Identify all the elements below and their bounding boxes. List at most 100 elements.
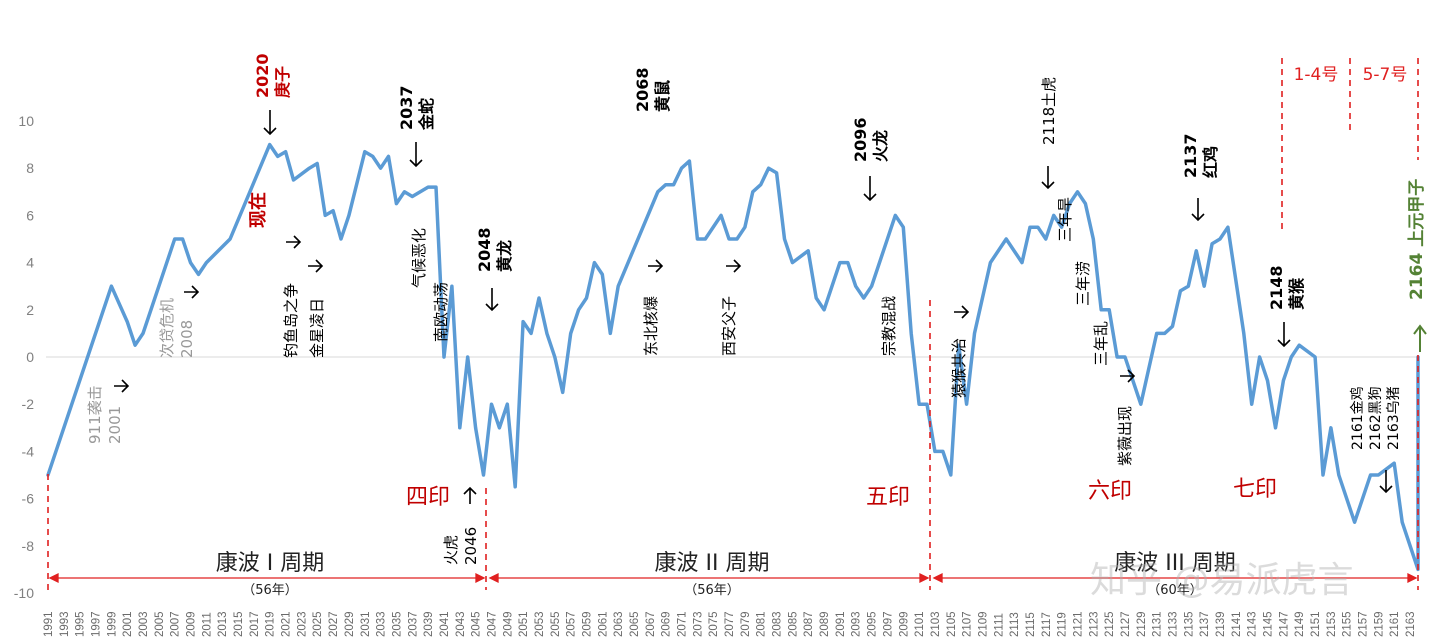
annotation-2148: 2148黄猴 — [1267, 265, 1306, 310]
x-tick-label: 2103 — [930, 611, 942, 637]
period-sub-2: （56年） — [684, 583, 740, 598]
x-tick-label: 2015 — [233, 611, 245, 637]
period-arrows — [48, 572, 1418, 584]
x-tick-label: 2001 — [122, 611, 134, 637]
x-tick-label: 2151 — [1310, 611, 1322, 637]
x-tick-label: 2143 — [1247, 611, 1259, 637]
x-tick-label: 2041 — [439, 611, 451, 637]
x-tick-label: 2027 — [328, 611, 340, 637]
seal-7: 七印 — [1233, 477, 1277, 502]
x-tick-label: 2127 — [1120, 611, 1132, 637]
x-tick-label: 2019 — [265, 611, 277, 637]
x-tick-label: 2097 — [882, 611, 894, 637]
period-label-2: 康波 II 周期 — [655, 551, 770, 576]
x-tick-label: 2043 — [455, 611, 467, 637]
x-tick-label: 1997 — [91, 611, 103, 637]
x-tick-label: 1991 — [43, 611, 55, 637]
annotation-climate: 气候恶化 — [410, 228, 428, 288]
x-tick-label: 2095 — [867, 611, 879, 637]
annotation-southeu: 南欧动荡 — [432, 282, 450, 342]
x-tick-label: 2153 — [1326, 611, 1338, 637]
x-tick-label: 2105 — [946, 611, 958, 637]
cycle-boundaries — [47, 58, 1419, 590]
x-tick-label: 2009 — [186, 611, 198, 637]
x-tick-label: 2107 — [962, 611, 974, 637]
x-tick-label: 2147 — [1278, 611, 1290, 637]
x-tick-label: 2133 — [1168, 611, 1180, 637]
annotation-subprime: 次贷危机 2008 — [158, 298, 196, 358]
x-axis: 1991 1993 1995 1997 1999 2001 2003 2005 2007 2009… — [43, 611, 1417, 637]
x-tick-label: 2023 — [296, 611, 308, 637]
period-sub-3: （60年） — [1147, 583, 1203, 598]
x-tick-label: 2031 — [360, 611, 372, 637]
x-tick-label: 2087 — [803, 611, 815, 637]
x-tick-label: 2163 — [1405, 611, 1417, 637]
x-tick-label: 2079 — [740, 611, 752, 637]
annotation-2118: 2118土虎 — [1040, 77, 1058, 145]
x-tick-label: 2075 — [708, 611, 720, 637]
seal-4: 四印 — [406, 485, 450, 510]
y-tick-label: 6 — [26, 207, 34, 223]
x-tick-label: 2005 — [154, 611, 166, 637]
annotation-arrows — [114, 110, 1393, 504]
period-label-3: 康波 III 周期 — [1114, 551, 1235, 576]
series-line — [46, 142, 1420, 572]
annotation-xian: 西安父子 — [720, 296, 738, 356]
x-tick-label: 2011 — [201, 612, 213, 637]
watermark: 知乎 @易派虎言 — [1090, 560, 1353, 601]
x-tick-label: 2157 — [1358, 611, 1370, 637]
x-tick-label: 2141 — [1231, 611, 1243, 637]
x-tick-label: 2013 — [217, 611, 229, 637]
x-tick-label: 2033 — [376, 611, 388, 637]
annotation-now: 现在 — [247, 192, 269, 228]
x-tick-label: 2091 — [835, 611, 847, 637]
x-tick-label: 2035 — [391, 611, 403, 637]
x-tick-label: 2053 — [534, 611, 546, 637]
x-tick-label: 1999 — [106, 611, 118, 637]
zone-label-1: 1-4号 — [1294, 65, 1339, 85]
x-tick-label: 2123 — [1088, 611, 1100, 637]
x-tick-label: 2109 — [977, 611, 989, 637]
x-tick-label: 2003 — [138, 611, 150, 637]
x-tick-label: 2145 — [1263, 611, 1275, 637]
x-tick-label: 2155 — [1342, 611, 1354, 637]
annotation-2161: 2161金鸡 2162黑狗 2163乌猪 — [1349, 386, 1402, 450]
period-sub-1: （56年） — [242, 583, 298, 598]
annotation-2048: 2048黄龙 — [475, 227, 514, 272]
x-tick-label: 2065 — [629, 611, 641, 637]
annotation-northeast: 东北核爆 — [642, 296, 660, 356]
x-tick-label: 2007 — [170, 611, 182, 637]
x-tick-label: 2049 — [502, 611, 514, 637]
x-tick-label: 2129 — [1136, 611, 1148, 637]
x-tick-label: 2021 — [281, 611, 293, 637]
annotation-2164: 2164 上元甲子 — [1407, 179, 1427, 300]
x-tick-label: 2067 — [645, 611, 657, 637]
x-tick-label: 2149 — [1294, 611, 1306, 637]
x-tick-label: 2045 — [471, 611, 483, 637]
annotation-arrow-2164 — [1413, 324, 1427, 352]
seal-5: 五印 — [866, 485, 910, 510]
seal-6: 六印 — [1088, 479, 1132, 504]
x-tick-label: 2061 — [597, 611, 609, 637]
x-tick-label: 2071 — [677, 611, 689, 637]
x-tick-label: 2111 — [993, 613, 1005, 637]
annotation-drought: 三年旱 — [1056, 197, 1074, 242]
x-tick-label: 2025 — [312, 611, 324, 637]
y-tick-label: -2 — [22, 396, 35, 412]
y-tick-label: -4 — [22, 443, 35, 459]
period-label-1: 康波 I 周期 — [216, 551, 324, 576]
x-tick-label: 2115 — [1025, 612, 1037, 637]
y-tick-label: 10 — [18, 113, 34, 129]
annotation-2137: 2137红鸡 — [1181, 133, 1220, 178]
y-tick-label: -6 — [22, 491, 35, 507]
x-tick-label: 2089 — [819, 611, 831, 637]
x-tick-label: 2069 — [661, 611, 673, 637]
y-tick-label: -8 — [22, 538, 35, 554]
y-tick-label: 0 — [26, 349, 34, 365]
x-tick-label: 2161 — [1389, 611, 1401, 637]
x-tick-label: 2085 — [787, 611, 799, 637]
annotation-apes: 猿猴共治 — [950, 338, 968, 398]
x-tick-label: 1993 — [59, 611, 71, 637]
annotation-flood: 三年涝 — [1074, 261, 1092, 306]
y-tick-label: 8 — [26, 160, 34, 176]
